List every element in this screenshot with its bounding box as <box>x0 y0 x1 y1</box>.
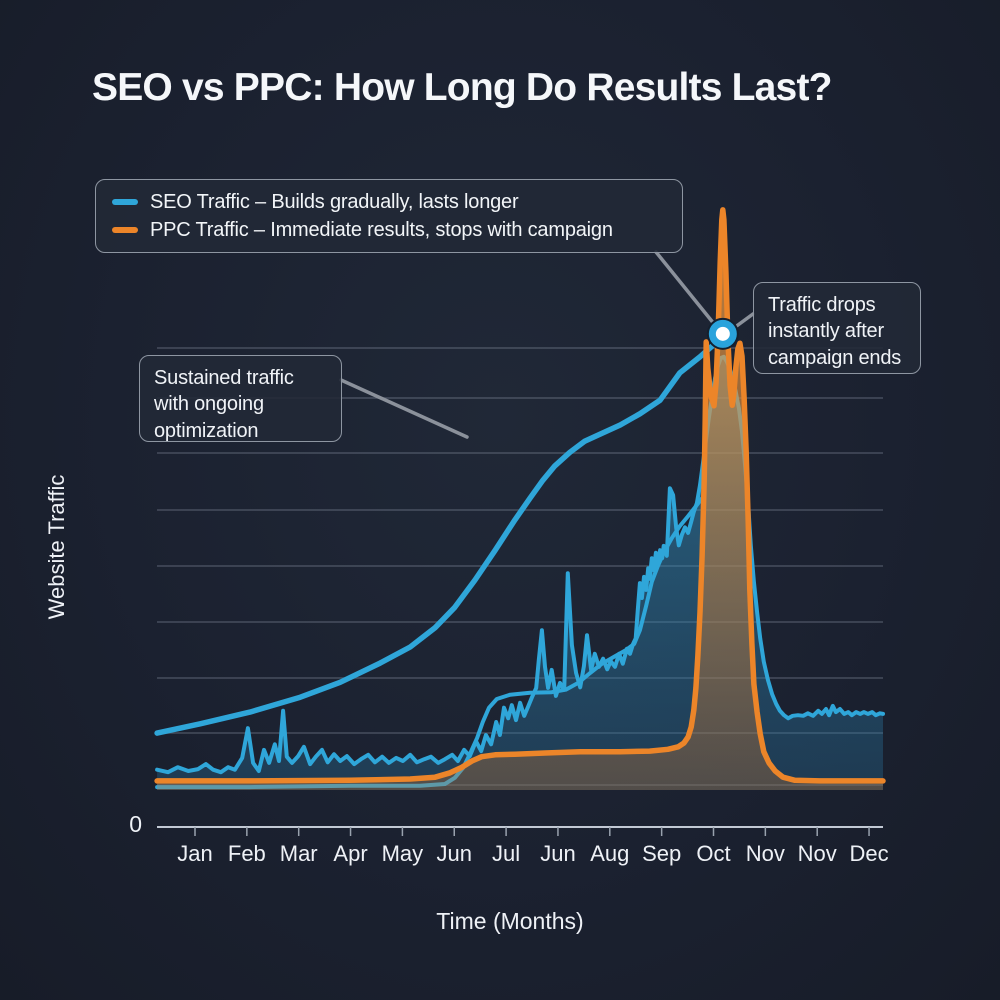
annotation-line: Sustained traffic <box>154 367 294 389</box>
annotation-line: with ongoing <box>154 393 264 416</box>
month-label: Nov <box>798 841 837 866</box>
sustained-callout-line <box>339 378 469 439</box>
seo-trend-line <box>154 331 726 736</box>
legend-label-ppc: PPC Traffic – Immediate results, stops w… <box>150 218 613 241</box>
campaign-end-marker <box>708 319 737 348</box>
annotation-line: Traffic drops <box>768 294 876 316</box>
month-label: Jun <box>540 841 575 866</box>
page-title: SEO vs PPC: How Long Do Results Last? <box>92 66 832 109</box>
legend: SEO Traffic – Builds gradually, lasts lo… <box>95 179 683 253</box>
month-label: Nov <box>746 841 785 866</box>
month-label: Jan <box>177 841 212 866</box>
legend-callout-line <box>654 250 721 332</box>
month-label: Apr <box>333 841 367 866</box>
month-label: Dec <box>849 841 888 866</box>
annotation-line: optimization <box>154 419 259 442</box>
legend-item-ppc: PPC Traffic – Immediate results, stops w… <box>112 219 666 242</box>
legend-item-seo: SEO Traffic – Builds gradually, lasts lo… <box>112 191 666 214</box>
month-label: Aug <box>590 841 629 866</box>
ppc-area-fill <box>157 209 884 790</box>
annotation-line: campaign ends <box>768 346 902 369</box>
annotation-sustained-traffic: Sustained traffic with ongoing optimizat… <box>139 355 342 442</box>
y-axis-zero-tick: 0 <box>129 811 142 837</box>
month-label: Jun <box>437 841 472 866</box>
month-label: Jul <box>492 841 520 866</box>
x-axis-label: Time (Months) <box>436 908 584 934</box>
month-label: Oct <box>696 841 730 866</box>
annotation-line: instantly after <box>768 320 884 343</box>
ppc-line-swatch-icon <box>112 227 138 233</box>
marker-outline <box>706 317 739 350</box>
y-axis-label: Website Traffic <box>44 474 69 620</box>
seo-line-swatch-icon <box>112 199 138 205</box>
month-label: Sep <box>642 841 681 866</box>
legend-label-seo: SEO Traffic – Builds gradually, lasts lo… <box>150 190 519 213</box>
ppc-line <box>154 207 886 784</box>
annotation-traffic-drops: Traffic drops instantly after campaign e… <box>753 282 921 374</box>
month-label: Feb <box>228 841 266 866</box>
seo-noisy-line <box>155 354 885 775</box>
month-label: May <box>382 841 424 866</box>
month-label: Mar <box>280 841 318 866</box>
